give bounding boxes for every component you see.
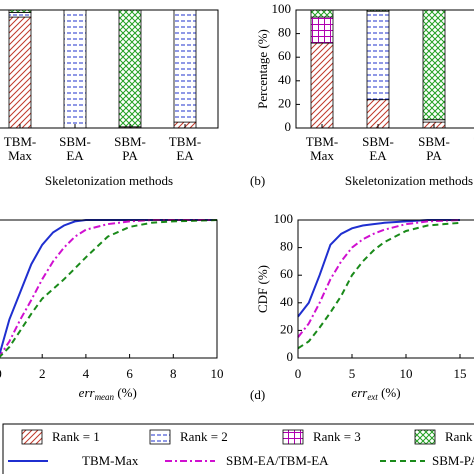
x-tick-label: 8 (170, 366, 177, 381)
cdf-line (0, 219, 217, 357)
bar-segment (310, 16, 334, 44)
y-tick-label: 60 (280, 266, 293, 281)
cdf-line (0, 219, 218, 358)
legend-label: SBM-PA (432, 453, 474, 468)
y-tick-label: 100 (272, 1, 292, 16)
x-axis-label: errext (%) (351, 385, 400, 402)
bar-segment (63, 9, 87, 129)
x-tick-label: 6 (126, 366, 133, 381)
x-label-unit: (%) (378, 385, 401, 400)
x-tick-label: SBM-EA (362, 134, 394, 163)
plot-frame (295, 9, 474, 129)
y-tick-label: 40 (278, 72, 291, 87)
cdf-line (297, 221, 461, 350)
x-tick-label: 4 (83, 366, 90, 381)
legend-label: TBM-Max (82, 453, 139, 468)
y-axis-label: Percentage (%) (255, 29, 270, 109)
y-tick-label: 20 (280, 321, 293, 336)
cdf-line (297, 219, 460, 318)
y-tick-label: 0 (287, 349, 294, 364)
bar-segment (310, 9, 334, 18)
legend-label: Rank = 1 (52, 429, 100, 444)
x-tick-label: 0 (0, 366, 2, 381)
plot-frame (0, 9, 219, 129)
legend-swatch (282, 429, 304, 445)
x-axis-label: Skeletonization methods (345, 173, 473, 188)
bar-segment (366, 10, 390, 101)
cdf-line (0, 219, 217, 358)
y-tick-label: 80 (278, 25, 291, 40)
x-tick-label: TBM-Max (4, 134, 37, 163)
x-label-base: err (79, 385, 96, 400)
y-tick-label: 60 (278, 48, 291, 63)
bar-segment (8, 16, 32, 129)
bar-segment (173, 9, 197, 123)
y-tick-label: 20 (278, 95, 291, 110)
legend-label: Rank = 4 (445, 429, 474, 444)
x-axis-label: errmean (%) (79, 385, 137, 402)
y-tick-label: 80 (280, 239, 293, 254)
bar-segment (422, 9, 446, 121)
legend-label: Rank = 3 (313, 429, 361, 444)
x-label-base: err (351, 385, 368, 400)
x-label-unit: (%) (114, 385, 137, 400)
legend-label: SBM-EA/TBM-EA (226, 453, 329, 468)
bar-segment (366, 99, 390, 129)
x-tick-label: 0 (295, 366, 302, 381)
panel-label: (b) (250, 173, 265, 188)
legend-label: Rank = 2 (180, 429, 228, 444)
x-tick-label: TBM-EA (169, 134, 202, 163)
x-tick-label: 5 (349, 366, 356, 381)
x-label-sub: mean (95, 392, 115, 402)
bar-segment (8, 11, 32, 18)
y-axis-label: CDF (%) (255, 265, 270, 313)
bar-segment (310, 42, 334, 129)
x-tick-label: 15 (454, 366, 467, 381)
x-tick-label: 10 (211, 366, 224, 381)
plot-frame (0, 219, 218, 359)
x-axis-label: Skeletonization methods (45, 173, 173, 188)
x-tick-label: 10 (400, 366, 413, 381)
y-tick-label: 40 (280, 294, 293, 309)
bar-segment (118, 9, 142, 128)
legend-swatch (149, 429, 171, 445)
cdf-line (297, 219, 461, 338)
panel-label: (d) (250, 387, 265, 402)
x-tick-label: SBM-PA (418, 134, 450, 163)
legend-swatch (21, 429, 43, 445)
legend-box (2, 423, 474, 474)
x-tick-label: SBM-EA (59, 134, 91, 163)
x-label-sub: ext (367, 392, 378, 402)
x-tick-label: SBM-PA (114, 134, 146, 163)
x-tick-label: 2 (39, 366, 46, 381)
legend-swatch (414, 429, 436, 445)
plot-frame (297, 219, 474, 359)
y-tick-label: 0 (285, 119, 292, 134)
x-tick-label: TBM-Max (306, 134, 339, 163)
y-tick-label: 100 (274, 211, 294, 226)
